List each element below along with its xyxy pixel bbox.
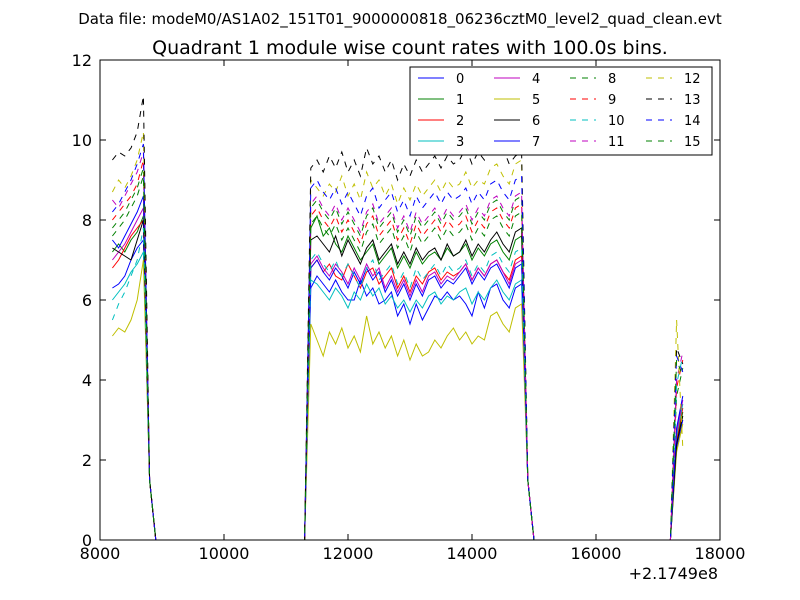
series-line-13 <box>112 95 684 540</box>
chart-supertitle: Data file: modeM0/AS1A02_151T01_90000008… <box>78 10 722 29</box>
y-tick-label: 4 <box>82 371 92 390</box>
series-line-3 <box>112 251 684 540</box>
series-line-15 <box>112 175 684 540</box>
legend-label-7: 7 <box>532 135 540 150</box>
x-tick-label: 10000 <box>199 544 250 563</box>
series-line-4 <box>112 207 684 540</box>
x-tick-label: 14000 <box>447 544 498 563</box>
legend-label-9: 9 <box>608 93 616 108</box>
x-tick-label: 12000 <box>323 544 374 563</box>
series-line-6 <box>112 219 684 540</box>
y-tick-label: 6 <box>82 291 92 310</box>
series-line-11 <box>112 151 684 540</box>
legend-label-11: 11 <box>608 135 625 150</box>
legend-label-8: 8 <box>608 72 616 87</box>
legend-label-15: 15 <box>684 135 701 150</box>
series-line-10 <box>111 227 684 540</box>
legend-label-0: 0 <box>456 72 464 87</box>
series-layer <box>111 95 684 540</box>
x-tick-label: 8000 <box>80 544 121 563</box>
legend-label-13: 13 <box>684 93 701 108</box>
legend-label-12: 12 <box>684 72 701 87</box>
legend-label-14: 14 <box>684 114 701 129</box>
series-line-1 <box>112 214 684 540</box>
y-tick-label: 10 <box>72 131 92 150</box>
legend-label-6: 6 <box>532 114 540 129</box>
series-line-14 <box>112 143 684 540</box>
legend-label-1: 1 <box>456 93 464 108</box>
legend-box <box>409 66 713 156</box>
x-axis-offset-label: +2.1749e8 <box>629 564 718 583</box>
y-tick-label: 12 <box>72 51 92 70</box>
series-line-9 <box>112 159 684 540</box>
series-line-8 <box>112 167 684 540</box>
legend-label-2: 2 <box>456 114 464 129</box>
legend-label-5: 5 <box>532 93 540 108</box>
y-tick-label: 0 <box>82 531 92 550</box>
y-tick-label: 2 <box>82 451 92 470</box>
legend-label-10: 10 <box>608 114 625 129</box>
series-line-12 <box>111 131 684 540</box>
series-line-5 <box>112 259 684 540</box>
x-tick-label: 18000 <box>695 544 746 563</box>
legend-label-4: 4 <box>532 72 540 87</box>
series-line-0 <box>112 238 684 540</box>
series-line-7 <box>112 195 684 540</box>
legend-label-3: 3 <box>456 135 464 150</box>
chart-title: Quadrant 1 module wise count rates with … <box>152 37 668 59</box>
x-tick-label: 16000 <box>571 544 622 563</box>
y-tick-label: 8 <box>82 211 92 230</box>
